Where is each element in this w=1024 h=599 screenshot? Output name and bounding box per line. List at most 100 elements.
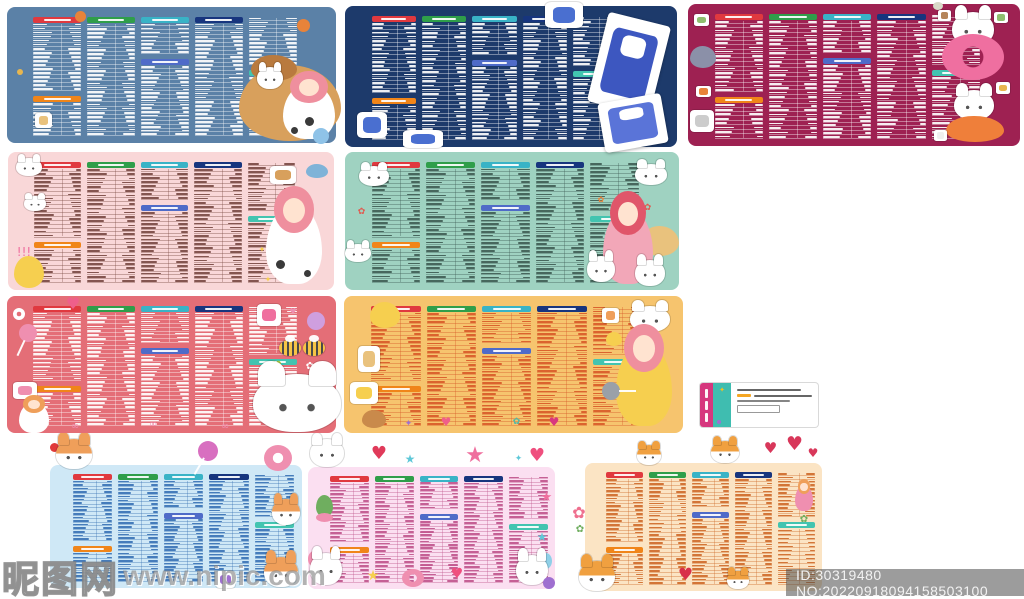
- table-column: [421, 15, 467, 141]
- table-row: [419, 506, 459, 510]
- table-row: [692, 489, 730, 493]
- table-row: [777, 532, 815, 537]
- table-row: [330, 531, 369, 535]
- table-row: [592, 422, 643, 427]
- table-row: [163, 569, 204, 573]
- table-row: [419, 557, 459, 561]
- table-row: [649, 537, 687, 542]
- table-row: [426, 397, 477, 402]
- vocab-table: [692, 471, 730, 508]
- table-column: [371, 305, 421, 427]
- table-row: [606, 581, 644, 585]
- vocab-table: [33, 305, 82, 381]
- table-row: [508, 541, 548, 545]
- table-row: [692, 553, 730, 558]
- table-row: [72, 487, 113, 491]
- table-row: [481, 400, 532, 404]
- table-header-bar: [481, 348, 532, 355]
- table-row: [118, 555, 158, 559]
- table-row: [481, 354, 532, 359]
- space-cat-illustration: [690, 46, 716, 68]
- table-body: [537, 312, 588, 427]
- vocab-table: [823, 58, 872, 139]
- table-body: [140, 168, 189, 200]
- table-row: [419, 543, 459, 547]
- table-header-bar: [481, 305, 532, 312]
- table-row: [426, 422, 477, 427]
- table-row: [163, 562, 204, 566]
- table-row: [735, 524, 772, 528]
- table-row: [464, 543, 503, 547]
- table-row: [692, 493, 730, 497]
- table-row: [692, 571, 730, 575]
- vocab-table: [330, 547, 369, 583]
- table-row: [374, 493, 414, 497]
- table-row: [508, 490, 548, 494]
- table-row: [330, 492, 369, 496]
- table-row: [419, 563, 459, 567]
- vocab-table: [194, 161, 242, 284]
- table-row: [877, 135, 927, 140]
- table-row: [481, 358, 532, 362]
- table-row: [649, 494, 687, 498]
- white-flower: ✿: [296, 251, 306, 262]
- vocab-table: [141, 16, 189, 55]
- table-row: [464, 514, 503, 518]
- table-row: [209, 549, 249, 553]
- vocab-table: [572, 16, 618, 67]
- table-row: [606, 512, 644, 516]
- vocab-table-grid: [72, 473, 295, 583]
- vocab-table: [590, 162, 639, 212]
- pink-donut-illustration: [264, 445, 292, 471]
- table-header-bar: [163, 512, 204, 519]
- table-row: [419, 530, 459, 534]
- table-body: [481, 312, 532, 344]
- table-row: [421, 136, 467, 141]
- table-row: [735, 512, 772, 516]
- table-body: [823, 20, 872, 54]
- table-row: [481, 316, 532, 320]
- table-row: [426, 380, 477, 385]
- vocab-table: [481, 348, 532, 426]
- vocab-table: [606, 471, 644, 542]
- table-body: [692, 478, 730, 508]
- table-row: [464, 540, 503, 544]
- table-row: [472, 136, 517, 140]
- vocab-table-grid: [34, 161, 296, 284]
- table-row: [163, 497, 204, 501]
- dough-dot-illustration: [17, 69, 23, 75]
- table-row: [692, 564, 730, 568]
- table-body: [247, 162, 296, 212]
- table-row: [254, 474, 295, 478]
- table-row: [537, 414, 588, 419]
- table-row: [118, 499, 158, 503]
- pink-heart: ♥: [528, 445, 546, 466]
- table-row: [481, 419, 532, 423]
- table-body: [421, 22, 467, 141]
- table-body: [464, 482, 503, 583]
- table-row: [419, 495, 459, 500]
- table-row: [140, 279, 189, 283]
- table-row: [371, 336, 421, 341]
- table-header-bar: [419, 514, 459, 521]
- table-body: [33, 102, 82, 137]
- table-body: [163, 519, 204, 583]
- table-row: [537, 373, 588, 378]
- table-row: [481, 335, 532, 340]
- table-row: [374, 549, 414, 553]
- table-row: [72, 490, 113, 494]
- table-row: [209, 483, 249, 487]
- table-row: [606, 538, 644, 542]
- vocab-table: [254, 474, 295, 517]
- table-row: [72, 526, 113, 530]
- table-row: [163, 579, 204, 583]
- table-row: [464, 492, 503, 496]
- table-row: [209, 534, 249, 538]
- table-row: [33, 87, 82, 92]
- note-card-text: [731, 383, 818, 427]
- vocab-table: [371, 242, 421, 284]
- vocab-table: [118, 473, 158, 582]
- table-row: [481, 422, 532, 426]
- table-header-bar: [537, 305, 587, 312]
- watermark: 昵图网 www.nipic.com: [1, 549, 326, 599]
